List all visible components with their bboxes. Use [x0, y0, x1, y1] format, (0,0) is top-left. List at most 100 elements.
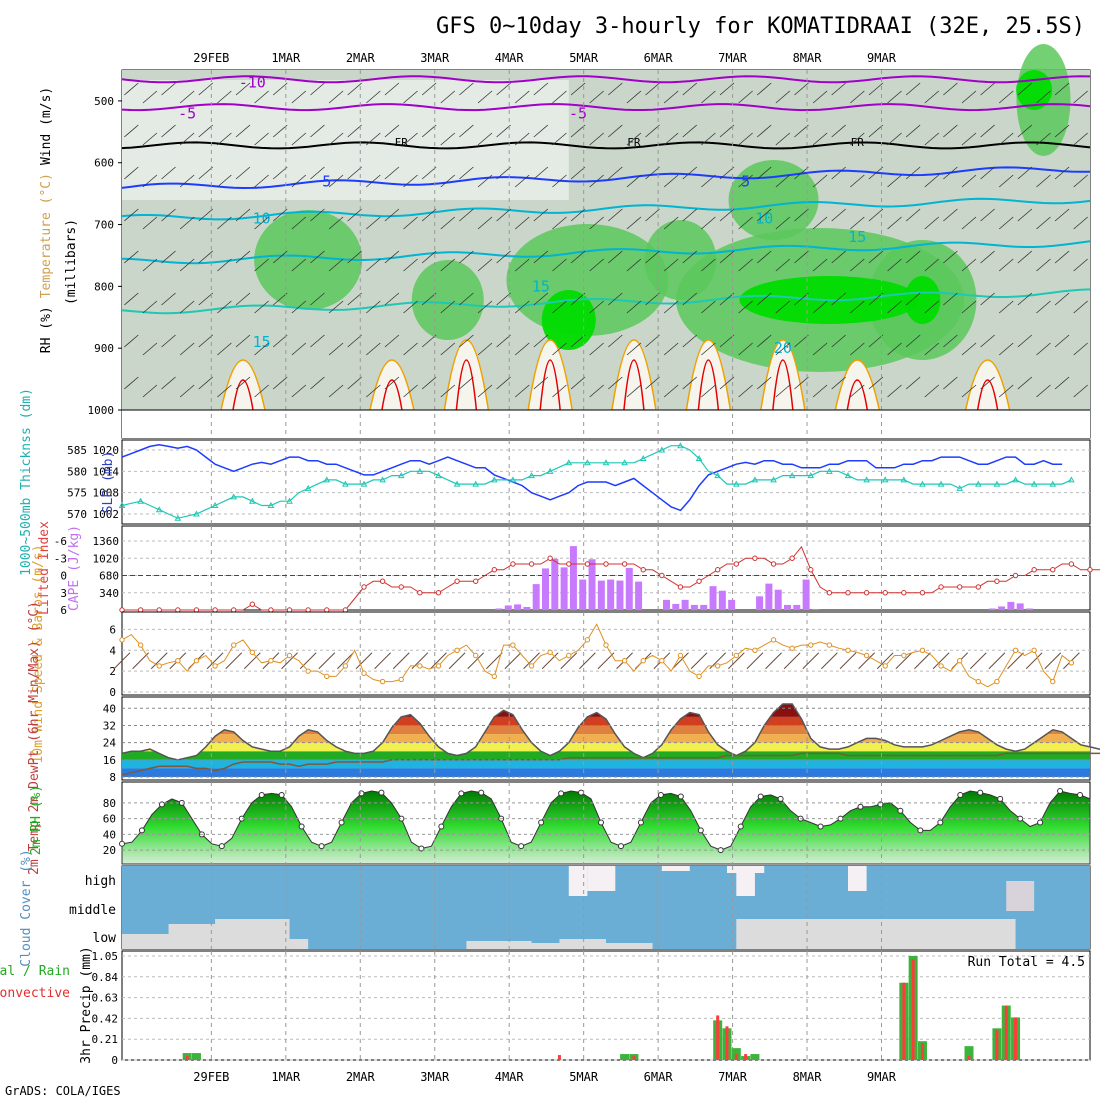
thickness-left-tick-2: 580: [67, 465, 87, 478]
upper-air-temp-contour-4: [121, 197, 1091, 221]
upper-air-wind-barb: [421, 82, 437, 96]
cape-bar-17: [672, 603, 680, 610]
upper-air-wind-barb: [272, 334, 288, 348]
upper-air-wind-barb: [905, 376, 921, 390]
upper-air-wind-barb: [998, 342, 1014, 356]
cape-bar-8: [569, 546, 577, 610]
cloud-mid-block: [1006, 881, 1035, 911]
cape-right-tick-0: 340: [99, 587, 119, 600]
upper-air-wind-barb: [663, 384, 679, 398]
thickness-series-point-42: [509, 476, 517, 483]
upper-air-wind-barb: [905, 334, 921, 348]
upper-air-wind-barb: [682, 166, 698, 180]
upper-air-wind-barb: [421, 376, 437, 390]
upper-air-wind-barb: [198, 166, 214, 180]
upper-air-ytick-2: 700: [94, 219, 114, 232]
cape-bar-1: [504, 605, 512, 610]
upper-air-wind-barb: [1073, 216, 1088, 230]
precip-tick-3: 0.63: [92, 992, 119, 1005]
thickness-series-point-52: [602, 459, 610, 466]
wind-barb-28: [374, 652, 391, 670]
upper-air-wind-barb: [1073, 174, 1088, 188]
upper-air-wind-barb: [179, 174, 195, 188]
thickness-series-point-44: [528, 472, 535, 479]
upper-air-wind-barb: [608, 82, 623, 96]
upper-air-wind-barb: [124, 166, 139, 180]
upper-air-wind-barb: [254, 132, 269, 146]
upper-air-ylabel2: (millibars): [64, 219, 79, 305]
wind-speed-series-point-48: [566, 652, 572, 659]
upper-air-wind-barb: [794, 292, 809, 306]
upper-air-wind-barb: [589, 132, 604, 146]
wind-speed-series-point-0: [119, 637, 125, 643]
upper-air-wind-barb: [831, 124, 846, 138]
upper-air-wind-barb: [161, 292, 176, 306]
wind-barb-100: [1044, 652, 1062, 670]
wind-speed-series-point-86: [919, 647, 926, 653]
precip-panel: 0 0.21 0.42 0.63 0.84 1.05 Run Total = 4.5 3hr …: [0, 946, 1091, 1067]
lifted-index-series-point-40: [491, 567, 498, 573]
lifted-index-series-point-74: [808, 567, 814, 573]
upper-air-wind-barb: [272, 376, 288, 390]
upper-air-wind-barb: [514, 384, 530, 398]
cape-left-tick-4: -6: [54, 535, 67, 548]
upper-air-wind-barb: [310, 292, 325, 306]
thickness-series-point-58: [658, 446, 666, 453]
upper-air-wind-barb: [403, 258, 418, 272]
upper-air-wind-barb: [291, 132, 307, 146]
upper-air-wind-barb: [384, 334, 400, 348]
upper-air-wind-barb: [570, 334, 586, 348]
upper-air-wind-barb: [663, 90, 679, 104]
upper-air-wind-barb: [235, 292, 251, 306]
wind-speed-series-point-84: [901, 652, 907, 659]
upper-air-wind-barb: [124, 376, 139, 390]
rh-point-16: [278, 791, 285, 798]
upper-air-ytick-1: 600: [94, 157, 114, 170]
upper-air-wind-barb: [1036, 216, 1051, 230]
upper-air-wind-barb: [645, 292, 660, 306]
lifted-index-series-point-94: [994, 578, 1000, 584]
upper-air-wind-barb: [756, 376, 772, 390]
upper-air-wind-barb: [905, 166, 921, 180]
upper-air-ylabel-part-2: Wind (m/s): [39, 87, 54, 165]
upper-air-wind-barb: [1054, 292, 1070, 306]
wind-speed-series-point-72: [789, 645, 795, 651]
upper-air-wind-barb: [217, 384, 232, 398]
wind-barb-72: [783, 652, 801, 670]
cape-right-tick-1: 680: [99, 570, 119, 583]
wind-speed-series-point-62: [696, 673, 702, 680]
upper-air-wind-barb: [775, 258, 791, 272]
upper-air-wind-barb: [961, 342, 977, 356]
cape-bar-2: [514, 604, 522, 610]
upper-air-wind-barb: [272, 292, 288, 306]
upper-air-wind-barb: [812, 132, 828, 146]
rh-tick-3: 80: [103, 797, 116, 810]
thickness-series-point-28: [379, 476, 386, 483]
upper-air-wind-barb: [421, 250, 437, 264]
upper-air-wind-barb: [775, 174, 791, 188]
upper-air-wind-barb: [310, 166, 325, 180]
rh-point-18: [298, 823, 305, 830]
thickness-series-point-70: [770, 476, 777, 483]
rh-point-54: [657, 791, 664, 798]
upper-air-wind-barb: [124, 208, 139, 222]
upper-air-wind-barb: [254, 342, 269, 356]
cloud-high-4: [736, 866, 755, 896]
rh-point-24: [358, 790, 365, 797]
upper-air-wind-barb: [589, 300, 604, 314]
thickness-right-tick-3: 1020: [93, 444, 120, 457]
upper-air-wind-barb: [440, 258, 456, 272]
lifted-index-series-point-78: [845, 590, 851, 596]
upper-air-contour-label-4: FR: [627, 136, 641, 149]
upper-air-wind-barb: [328, 258, 344, 272]
upper-air-wind-barb: [645, 250, 660, 264]
upper-air-wind-barb: [924, 342, 940, 356]
cloud-ylabel-2: low: [93, 931, 117, 946]
temp-tick-2: 24: [103, 737, 117, 750]
wind-speed-series-point-44: [528, 663, 535, 669]
upper-air-wind-barb: [179, 132, 195, 146]
upper-air-wind-barb: [1017, 334, 1033, 348]
upper-air-wind-barb: [421, 166, 437, 180]
cape-bar-29: [802, 579, 810, 610]
precip-conv-bar-13: [967, 1056, 971, 1060]
